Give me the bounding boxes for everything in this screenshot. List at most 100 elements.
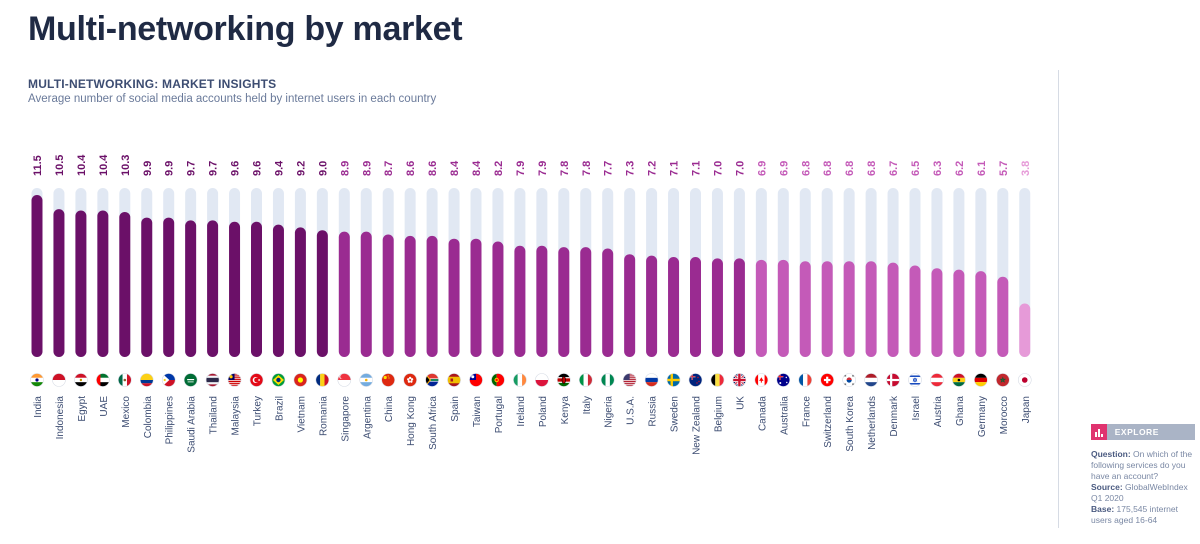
spain-flag-icon bbox=[447, 373, 461, 387]
category-label: Belgium bbox=[713, 396, 724, 432]
japan-flag-icon bbox=[1017, 373, 1032, 387]
bar-vietnam bbox=[294, 227, 306, 357]
philippines-flag-icon bbox=[161, 373, 176, 387]
switzerland-flag-icon bbox=[820, 373, 835, 387]
bar-japan bbox=[1019, 303, 1031, 357]
bar-morocco bbox=[997, 276, 1009, 357]
bar-austria bbox=[931, 268, 943, 357]
indonesia-flag-icon bbox=[52, 373, 66, 387]
bar-russia bbox=[646, 255, 658, 357]
bar-ghana bbox=[953, 269, 965, 357]
category-label: Switzerland bbox=[823, 396, 834, 448]
germany-flag-icon bbox=[974, 373, 988, 387]
base-label: Base: bbox=[1091, 504, 1115, 514]
value-label: 7.8 bbox=[559, 161, 571, 176]
bar-malaysia bbox=[229, 221, 241, 357]
usa-flag-icon bbox=[622, 373, 637, 387]
category-label: Saudi Arabia bbox=[187, 396, 198, 453]
value-label: 11.5 bbox=[32, 155, 44, 176]
value-label: 6.8 bbox=[866, 161, 878, 176]
value-label: 7.9 bbox=[537, 161, 549, 176]
bar-indonesia bbox=[53, 209, 65, 357]
bar-germany bbox=[975, 271, 987, 357]
thailand-flag-icon bbox=[205, 373, 220, 387]
austria-flag-icon bbox=[930, 373, 944, 387]
category-label: Romania bbox=[318, 396, 329, 436]
value-label: 9.0 bbox=[317, 161, 329, 176]
bar-singapore bbox=[338, 231, 350, 357]
ghana-flag-icon bbox=[952, 373, 966, 387]
bar-netherlands bbox=[865, 261, 877, 357]
category-label: Nigeria bbox=[604, 396, 615, 428]
value-label: 7.7 bbox=[603, 161, 615, 176]
bar-israel bbox=[909, 265, 921, 357]
bar-italy bbox=[580, 247, 592, 357]
category-label: Malaysia bbox=[231, 396, 242, 436]
singapore-flag-icon bbox=[337, 373, 352, 387]
canada-flag-icon bbox=[754, 373, 769, 387]
hong-kong-flag-icon bbox=[403, 373, 417, 387]
value-label: 8.6 bbox=[427, 161, 439, 176]
value-label: 9.9 bbox=[164, 161, 176, 176]
value-label: 5.7 bbox=[998, 161, 1010, 176]
bar-south-korea bbox=[843, 261, 855, 357]
category-label: Netherlands bbox=[867, 396, 878, 450]
bar-saudi-arabia bbox=[185, 220, 197, 357]
new-zealand-flag-icon bbox=[688, 373, 703, 387]
value-label: 6.9 bbox=[756, 161, 768, 176]
source-label: Source: bbox=[1091, 482, 1123, 492]
source-text: GlobalWebIndex Q1 2020 bbox=[1091, 482, 1188, 503]
bar-turkey bbox=[251, 221, 262, 357]
category-label: UK bbox=[735, 396, 746, 410]
value-label: 7.1 bbox=[691, 161, 703, 176]
chart-subtitle: Average number of social media accounts … bbox=[28, 93, 437, 105]
bar-switzerland bbox=[821, 261, 833, 357]
category-label: Hong Kong bbox=[406, 396, 417, 446]
saudi-arabia-flag-icon bbox=[183, 373, 198, 387]
category-label: Russia bbox=[648, 396, 659, 427]
bar-thailand bbox=[207, 220, 219, 357]
bar-china bbox=[382, 234, 394, 357]
romania-flag-icon bbox=[315, 373, 330, 387]
value-label: 8.2 bbox=[493, 161, 505, 176]
value-label: 8.9 bbox=[339, 161, 351, 176]
value-label: 9.7 bbox=[186, 161, 198, 176]
value-label: 7.0 bbox=[734, 161, 746, 176]
bar-spain bbox=[448, 238, 460, 357]
bar-mexico bbox=[119, 211, 131, 357]
australia-flag-icon bbox=[776, 373, 791, 387]
category-label: South Africa bbox=[428, 396, 439, 450]
category-label: U.S.A. bbox=[626, 396, 637, 425]
explore-data-button[interactable]: EXPLORE DATA bbox=[1091, 424, 1195, 453]
israel-flag-icon bbox=[908, 373, 922, 387]
category-label: Indonesia bbox=[55, 396, 66, 440]
category-label: Poland bbox=[538, 396, 549, 427]
bar-ireland bbox=[514, 245, 526, 357]
value-label: 9.7 bbox=[208, 161, 220, 176]
side-panel: EXPLORE DATA Question: On which of the f… bbox=[1091, 424, 1195, 526]
category-label: UAE bbox=[99, 396, 110, 417]
south-korea-flag-icon bbox=[842, 373, 856, 387]
bar-hong-kong bbox=[404, 235, 416, 357]
value-label: 9.2 bbox=[295, 161, 307, 176]
egypt-flag-icon bbox=[74, 373, 88, 387]
india-flag-icon bbox=[30, 373, 44, 387]
uk-flag-icon bbox=[732, 373, 747, 387]
argentina-flag-icon bbox=[359, 373, 374, 387]
value-label: 8.4 bbox=[449, 160, 461, 176]
category-label: Spain bbox=[450, 396, 461, 422]
netherlands-flag-icon bbox=[864, 373, 878, 387]
bar-chart-icon bbox=[1091, 424, 1107, 440]
bar-portugal bbox=[492, 241, 504, 357]
value-label: 7.9 bbox=[515, 161, 527, 176]
bar-colombia bbox=[141, 217, 153, 357]
value-label: 6.9 bbox=[778, 161, 790, 176]
value-label: 8.6 bbox=[405, 161, 417, 176]
category-label: Austria bbox=[933, 396, 944, 428]
belgium-flag-icon bbox=[710, 373, 725, 387]
colombia-flag-icon bbox=[139, 373, 154, 387]
value-label: 8.9 bbox=[361, 161, 373, 176]
category-label: Taiwan bbox=[472, 396, 483, 427]
value-label: 9.4 bbox=[273, 160, 285, 176]
bar-new-zealand bbox=[690, 257, 701, 357]
